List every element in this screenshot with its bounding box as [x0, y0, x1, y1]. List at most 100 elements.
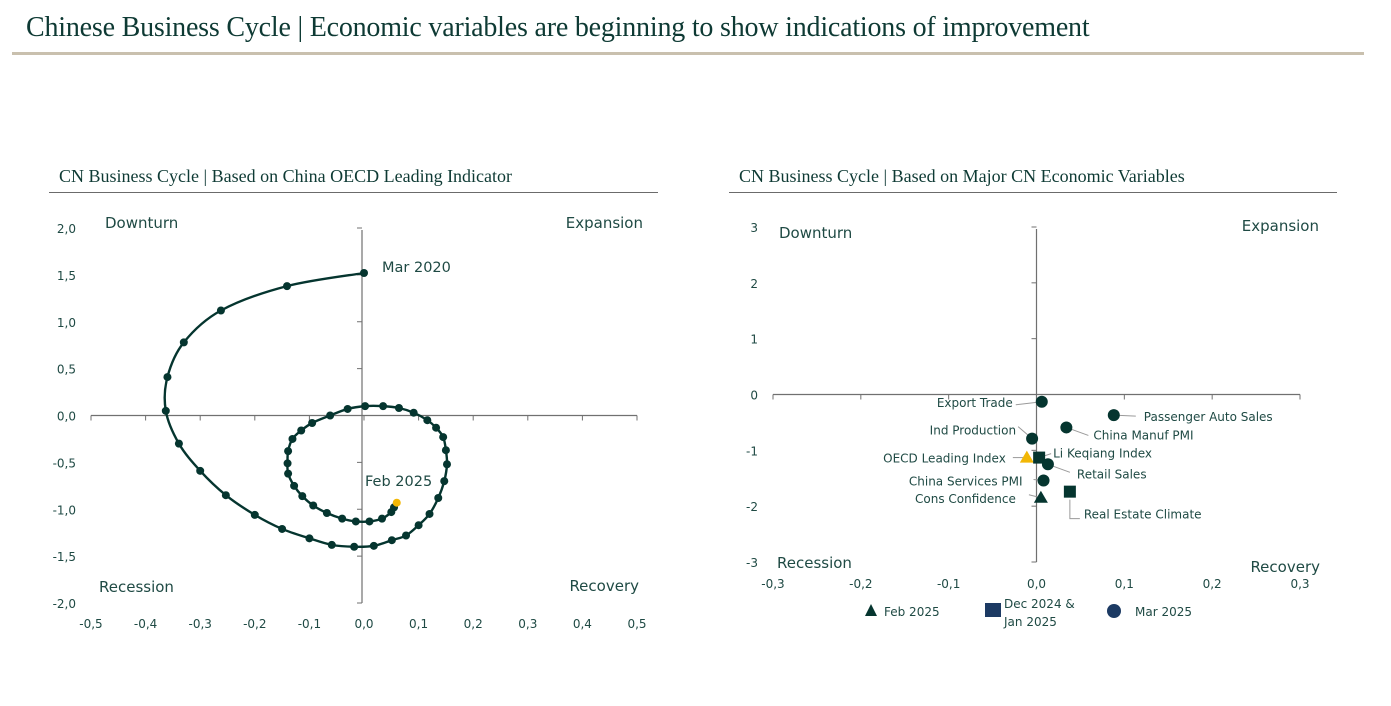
quadrant-label-recovery: Recovery	[569, 577, 639, 595]
data-point	[284, 447, 293, 456]
y-tick-label: -3	[746, 556, 758, 570]
data-point	[441, 446, 450, 455]
right-chart-title: CN Business Cycle | Based on Major CN Ec…	[739, 166, 1185, 186]
quadrant-label-recession: Recession	[777, 554, 852, 572]
data-point	[221, 491, 230, 500]
label-passenger-auto-sales: Passenger Auto Sales	[1144, 410, 1273, 424]
x-tick-label: 0,2	[464, 617, 483, 631]
data-point	[283, 282, 292, 291]
data-point	[434, 494, 443, 502]
y-tick-label: 1	[750, 333, 758, 347]
y-tick-label: -2,0	[53, 597, 76, 611]
data-point	[322, 509, 331, 517]
x-tick-label: 0,5	[627, 617, 646, 631]
data-point	[288, 434, 297, 443]
marker-li-keqiang-index	[1033, 451, 1046, 464]
data-point	[309, 501, 318, 510]
data-point	[174, 439, 183, 448]
data-point	[369, 541, 378, 550]
data-point	[305, 534, 314, 543]
x-tick-label: -0,2	[243, 617, 266, 631]
x-tick-label: 0,0	[354, 617, 373, 631]
data-point	[423, 416, 432, 425]
y-tick-label: 3	[750, 221, 758, 235]
x-tick-label: -0,3	[188, 617, 211, 631]
data-point	[351, 517, 360, 526]
data-point	[290, 481, 299, 490]
marker-oecd-leading-index	[1019, 450, 1034, 463]
label-ind-production: Ind Production	[930, 424, 1016, 438]
label-li-keqiang-index: Li Keqiang Index	[1053, 447, 1152, 461]
left-chart-oecd-cycle: -0,5 -0,4 -0,3 -0,2 -0,1 0,0 0,1 0,2 0,3 0,4 0,5 2,…	[53, 214, 647, 631]
label-china-manuf-pmi: China Manuf PMI	[1093, 428, 1193, 442]
data-point-latest	[392, 498, 401, 507]
data-point	[379, 402, 388, 411]
data-point	[284, 469, 293, 478]
annotation-mar-2020: Mar 2020	[382, 260, 451, 276]
quadrant-label-recession: Recession	[99, 578, 174, 596]
data-point	[343, 404, 352, 413]
y-tick-label: 1,5	[57, 269, 76, 283]
x-tick-label: -0,5	[79, 617, 102, 631]
x-tick-label: 0,0	[1027, 577, 1046, 591]
data-point	[350, 542, 359, 551]
legend-marker-triangle	[865, 604, 877, 616]
series-line	[163, 271, 449, 549]
data-point	[338, 514, 347, 523]
label-cons-confidence: Cons Confidence	[915, 492, 1016, 506]
page-title: Chinese Business Cycle | Economic variab…	[26, 12, 1090, 43]
data-point	[283, 459, 292, 468]
left-chart-title-rule	[49, 192, 658, 193]
leader-line-real-estate-climate	[1069, 499, 1080, 520]
data-point	[387, 536, 396, 545]
quadrant-label-downturn: Downturn	[105, 214, 178, 232]
data-point	[361, 402, 370, 411]
data-point	[308, 419, 317, 427]
data-point	[179, 338, 188, 347]
x-tick-label: -0,3	[761, 577, 784, 591]
marker-china-services-pmi	[1037, 474, 1050, 487]
label-oecd-leading-index: OECD Leading Index	[883, 452, 1006, 466]
data-point	[298, 492, 307, 501]
data-point	[394, 404, 403, 412]
x-tick-label: -0,4	[134, 617, 157, 631]
quadrant-label-downturn: Downturn	[779, 224, 852, 242]
marker-real-estate-climate	[1063, 485, 1076, 498]
x-tick-label: 0,1	[409, 617, 428, 631]
y-tick-label: -2	[746, 500, 758, 514]
y-tick-label: 1,0	[57, 316, 76, 330]
right-chart-economic-variables: -0,3 -0,2 -0,1 0,0 0,1 0,2 0,3 3 2 1 0 -1 -2 -3 Downtu…	[746, 217, 1320, 629]
y-tick-label: 0	[750, 389, 758, 403]
marker-cons-confidence	[1033, 490, 1048, 503]
x-tick-label: -0,1	[937, 577, 960, 591]
marker-china-manuf-pmi	[1060, 421, 1073, 434]
label-retail-sales: Retail Sales	[1077, 467, 1147, 481]
legend-label-feb-2025: Feb 2025	[884, 605, 940, 619]
title-divider	[12, 52, 1364, 55]
y-tick-label: -0,5	[53, 456, 76, 470]
data-point	[442, 460, 451, 469]
quadrant-label-expansion: Expansion	[1242, 217, 1319, 235]
y-tick-label: -1	[746, 444, 758, 458]
data-point	[440, 477, 449, 486]
y-tick-label: -1,5	[53, 550, 76, 564]
right-chart-title-rule	[729, 192, 1337, 193]
x-tick-label: 0,1	[1115, 577, 1134, 591]
annotation-feb-2025: Feb 2025	[365, 474, 432, 490]
x-tick-label: 0,3	[1290, 577, 1309, 591]
marker-retail-sales	[1041, 458, 1054, 471]
data-point	[161, 406, 170, 415]
quadrant-label-expansion: Expansion	[566, 214, 643, 232]
label-china-services-pmi: China Services PMI	[909, 474, 1023, 488]
legend-label-mar-2025: Mar 2025	[1135, 605, 1192, 619]
data-point	[327, 540, 336, 549]
left-chart-title: CN Business Cycle | Based on China OECD …	[59, 166, 513, 186]
legend-marker-square	[985, 603, 1001, 617]
data-point	[378, 514, 387, 523]
data-point	[402, 531, 411, 540]
data-point	[216, 306, 225, 315]
data-point	[326, 411, 335, 420]
y-tick-label: 2	[750, 277, 758, 291]
x-tick-label: 0,3	[518, 617, 537, 631]
data-point	[365, 517, 374, 526]
